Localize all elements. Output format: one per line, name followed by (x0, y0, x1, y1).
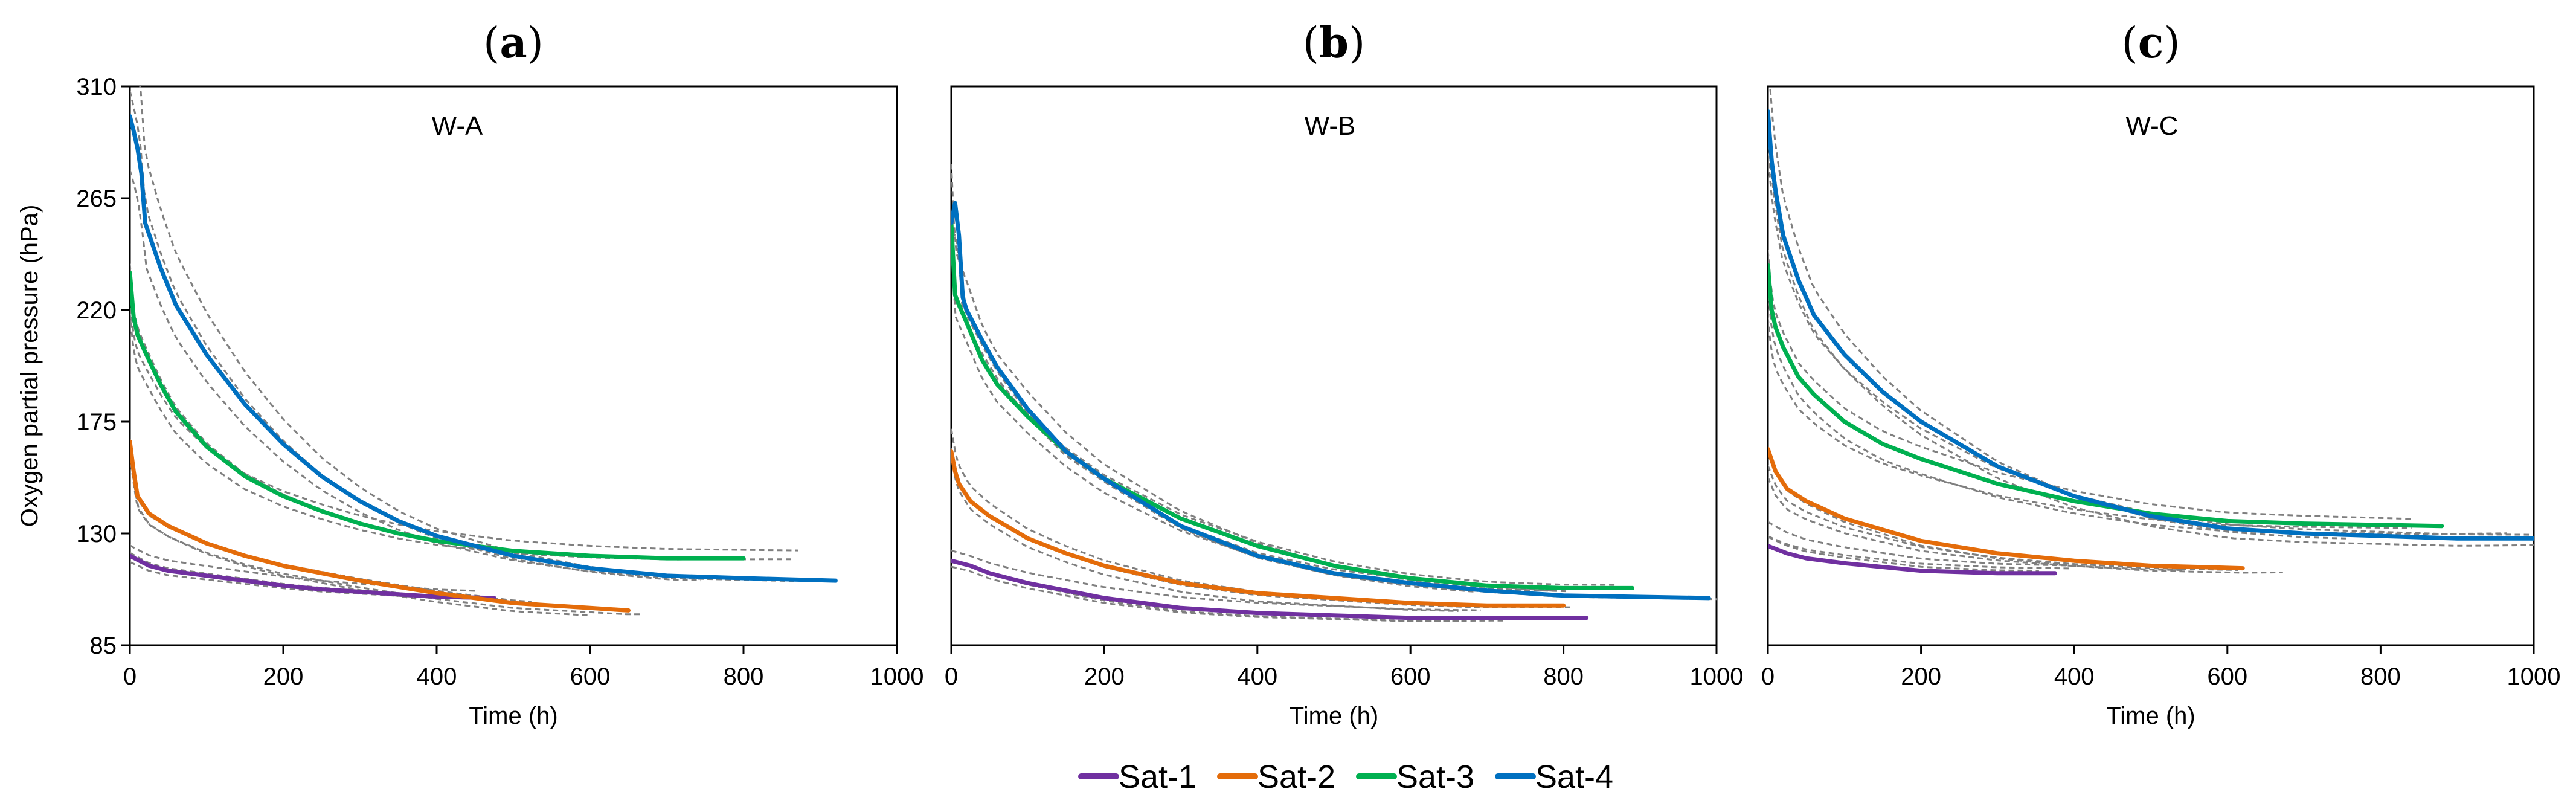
plot-frame (950, 85, 1718, 646)
y-tick-label: 85 (90, 633, 117, 659)
x-tick-label: 200 (1084, 663, 1125, 690)
panel-b: (b) W-B 0 200 400 600 800 1000 Time (h) (945, 18, 1744, 729)
x-tick-label: 400 (2054, 663, 2095, 690)
replicate-line-sat-3 (951, 244, 1474, 593)
series-line-sat-3 (130, 270, 746, 561)
replicate-line-sat-2 (130, 449, 532, 603)
replicate-line-sat-4 (130, 91, 702, 582)
replicate-line-sat-1 (130, 552, 418, 596)
x-tick-label: 0 (1761, 663, 1775, 690)
series-line-sat-2 (1768, 446, 2245, 571)
x-tick-label: 600 (1390, 663, 1431, 690)
replicate-line-sat-1 (1768, 521, 2070, 567)
replicate-line-sat-4 (130, 169, 795, 582)
panel-label: (c) (2121, 18, 2180, 68)
series-line-sat-4 (130, 114, 838, 583)
legend-label-sat-2: Sat-2 (1257, 759, 1335, 795)
series-line-sat-2 (130, 439, 631, 613)
x-axis-label: Time (h) (2106, 703, 2195, 729)
x-tick-label: 0 (945, 663, 958, 690)
y-tick-label: 130 (76, 521, 117, 547)
x-tick-label: 200 (1901, 663, 1941, 690)
y-tick-label: 175 (76, 409, 117, 436)
replicate-line-sat-1 (951, 559, 1506, 622)
replicate-line-sat-2 (951, 457, 1459, 612)
series-line-sat-4 (1768, 109, 2534, 541)
replicate-line-sat-1 (1768, 536, 2039, 572)
x-tick-label: 800 (2360, 663, 2401, 690)
y-axis-label: Oxygen partial pressure (hPa) (16, 205, 43, 527)
panel-label: (a) (483, 18, 544, 68)
replicate-line-sat-2 (1768, 465, 2238, 571)
legend-label-sat-4: Sat-4 (1535, 759, 1613, 795)
x-tick-label: 1000 (870, 663, 924, 690)
x-tick-label: 600 (570, 663, 611, 690)
replicate-line-sat-3 (951, 223, 1617, 586)
series-line-sat-4 (951, 201, 1711, 601)
x-axis-label: Time (h) (469, 703, 557, 729)
x-axis-label: Time (h) (1290, 703, 1378, 729)
replicate-line-sat-2 (130, 448, 591, 617)
replicate-line-sat-3 (1768, 286, 2507, 535)
series-line-sat-3 (1768, 263, 2444, 529)
replicate-line-sat-3 (1768, 317, 2412, 529)
legend: Sat-1 Sat-2 Sat-3 Sat-4 (1078, 759, 1613, 795)
replicate-line-sat-4 (951, 205, 1717, 601)
series-line-sat-1 (951, 558, 1589, 620)
x-tick-label: 400 (417, 663, 457, 690)
plot-frame (129, 85, 898, 646)
plot-frame (1767, 85, 2535, 646)
replicate-line-sat-4 (1768, 153, 2529, 536)
x-tick-label: 1000 (1690, 663, 1744, 690)
replicate-line-sat-2 (1768, 477, 2184, 572)
plot-title: W-B (1305, 111, 1356, 141)
panel-a: (a) W-A 0 200 400 600 800 1000 Time (h) 85 130 175 2… (16, 18, 923, 729)
series-line-sat-2 (951, 449, 1566, 608)
replicate-line-sat-1 (1768, 535, 2070, 570)
y-tick-label: 265 (76, 185, 117, 212)
replicate-line-sat-4 (1768, 128, 2534, 547)
series-line-sat-1 (1768, 544, 2057, 576)
plot-title: W-A (432, 111, 483, 141)
y-tick-label: 220 (76, 297, 117, 324)
replicate-line-sat-3 (1768, 250, 2412, 520)
replicate-line-sat-3 (130, 313, 795, 561)
legend-label-sat-1: Sat-1 (1119, 759, 1196, 795)
replicate-line-sat-4 (951, 231, 1555, 592)
panel-c: (c) W-C 0 200 400 600 800 1000 Time (h) (1761, 18, 2561, 729)
replicate-line-sat-3 (951, 164, 1567, 593)
replicate-line-sat-4 (1769, 86, 2349, 540)
x-tick-label: 800 (724, 663, 764, 690)
x-tick-label: 600 (2207, 663, 2247, 690)
y-tick-label: 310 (76, 74, 117, 100)
series-line-sat-1 (130, 553, 496, 601)
replicate-line-sat-4 (951, 211, 1590, 598)
replicate-line-sat-1 (951, 549, 1481, 611)
x-tick-label: 1000 (2507, 663, 2561, 690)
replicate-line-sat-1 (951, 566, 1462, 622)
panel-label: (b) (1303, 18, 1366, 68)
x-tick-label: 200 (263, 663, 304, 690)
x-tick-label: 800 (1543, 663, 1584, 690)
replicate-line-sat-3 (130, 298, 798, 552)
x-tick-label: 400 (1237, 663, 1277, 690)
plot-title: W-C (2125, 111, 2178, 141)
x-tick-label: 0 (123, 663, 137, 690)
series-line-sat-3 (951, 221, 1635, 590)
legend-label-sat-3: Sat-3 (1396, 759, 1474, 795)
replicate-line-sat-4 (139, 86, 717, 579)
